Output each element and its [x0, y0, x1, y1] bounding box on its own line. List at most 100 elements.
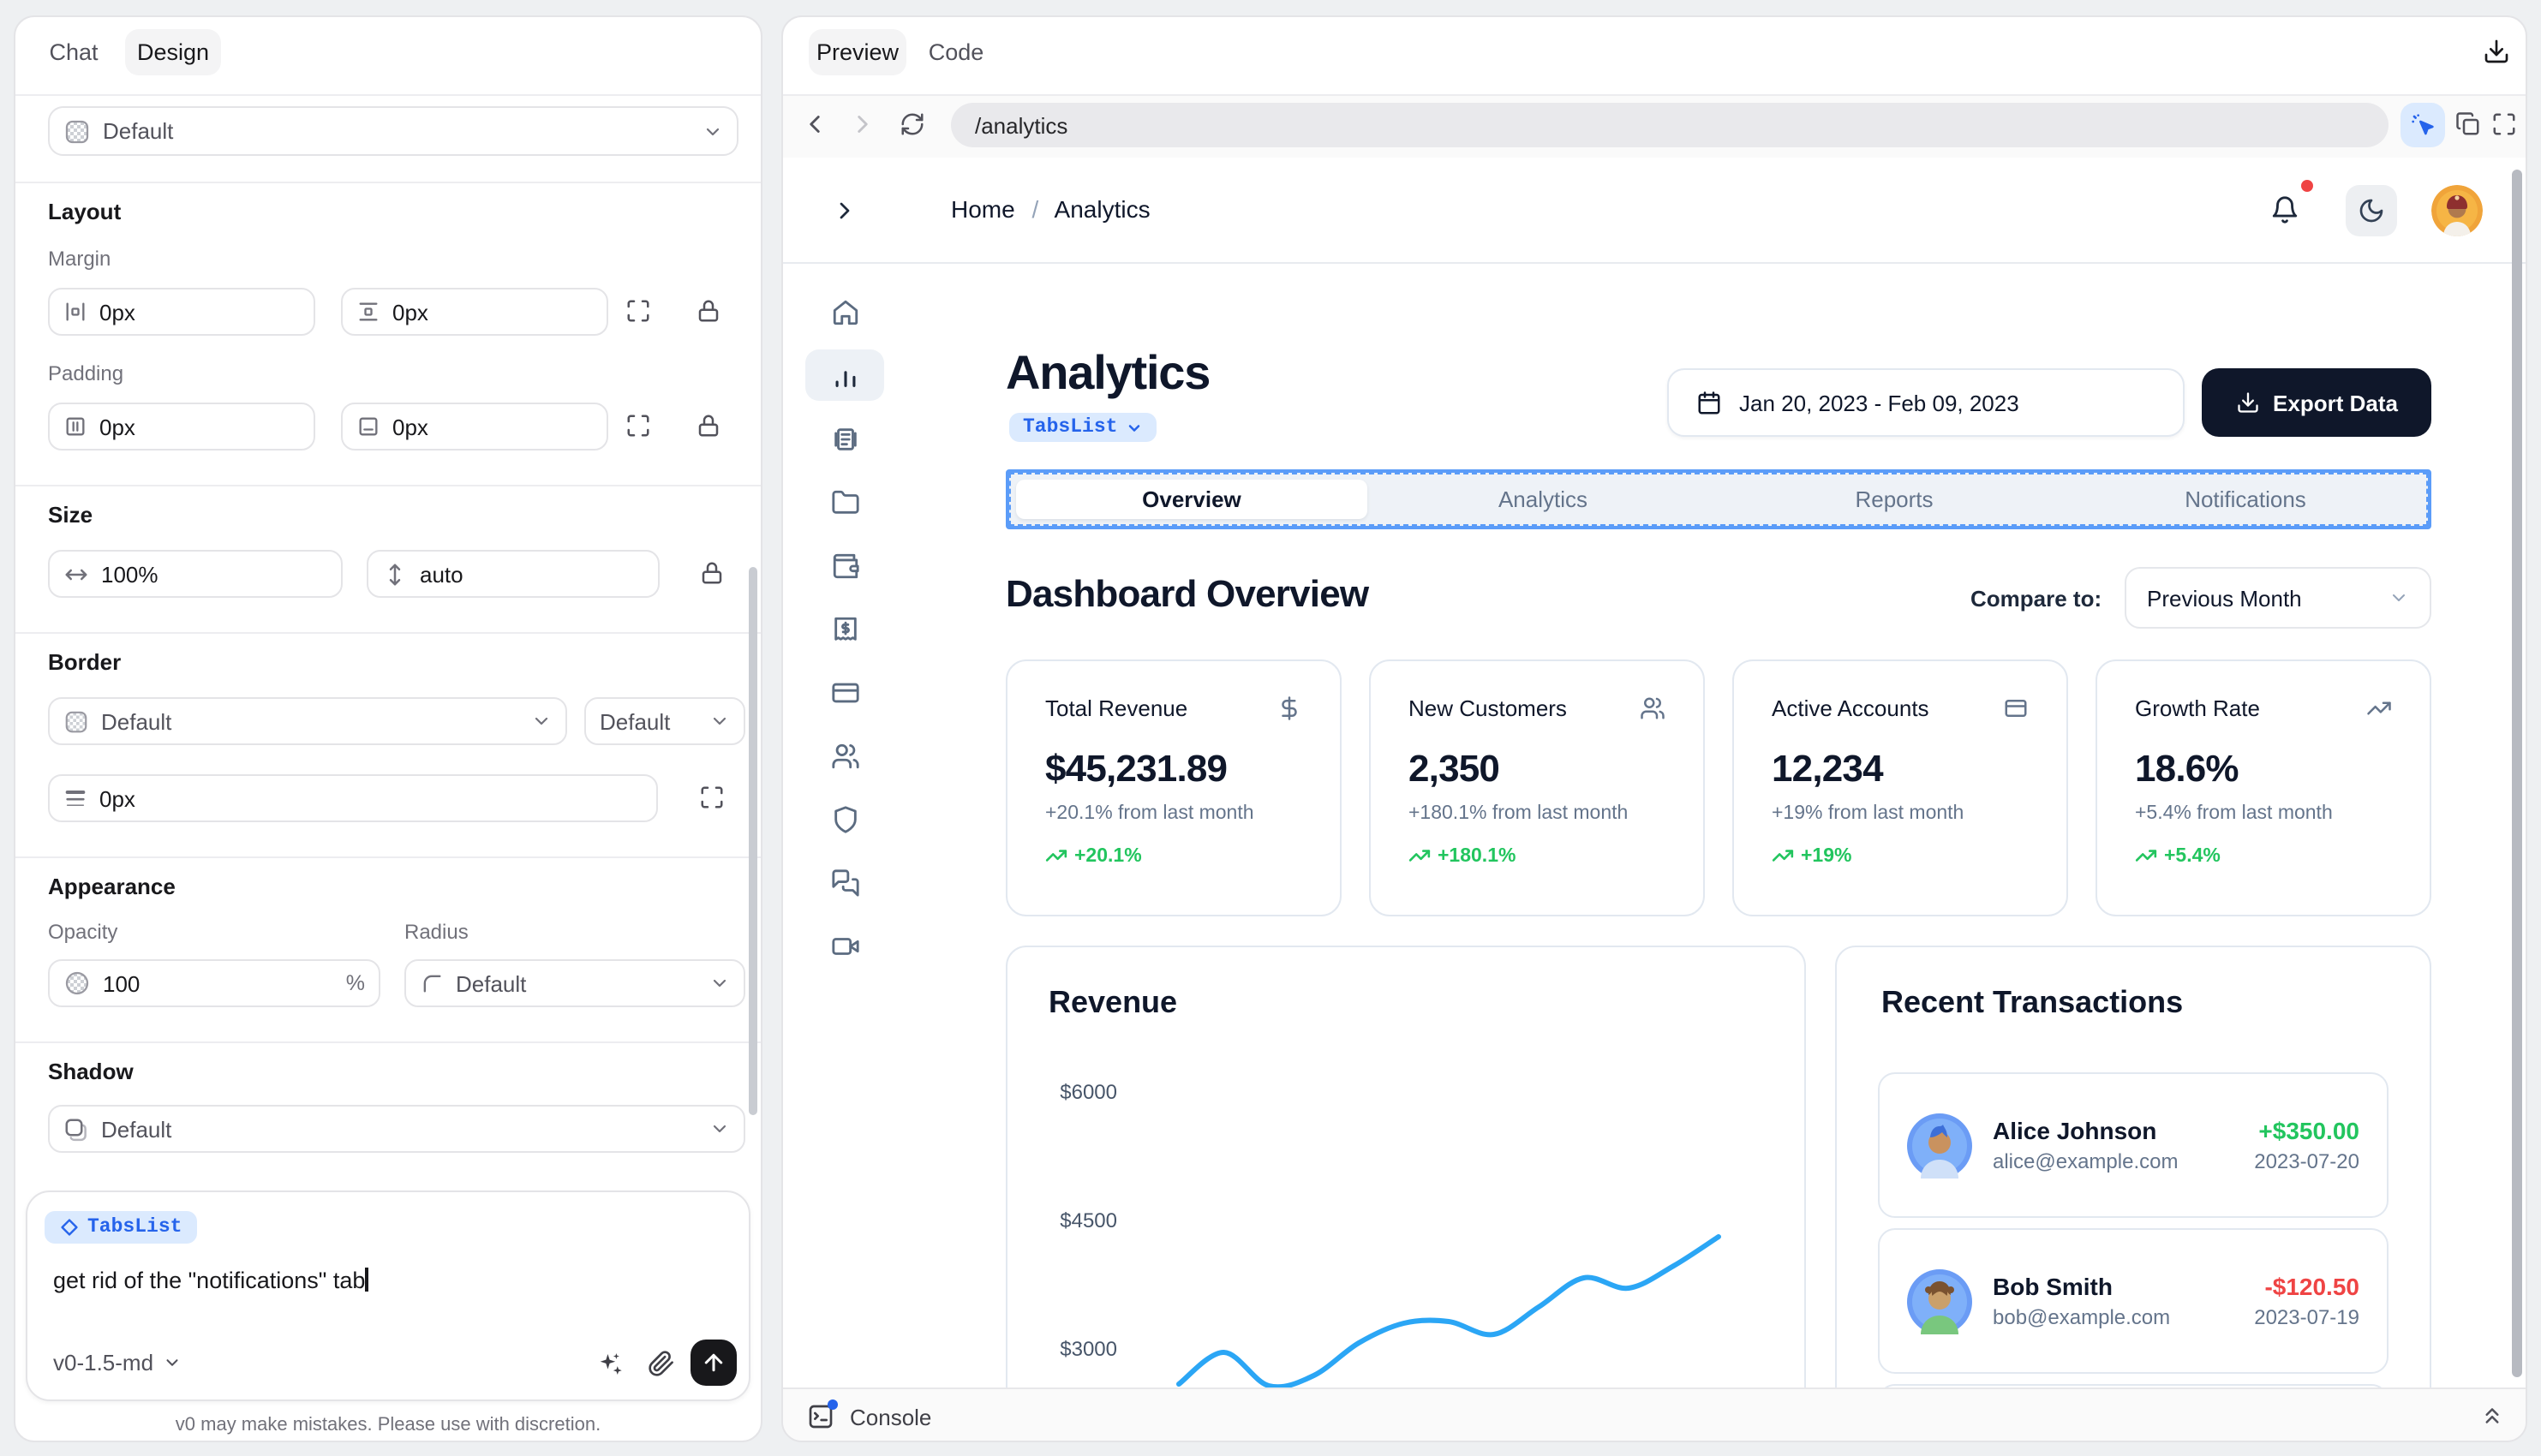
border-color-select[interactable]: Default [48, 697, 567, 745]
nav-security-icon[interactable] [805, 793, 884, 844]
tab-code[interactable]: Code [920, 29, 992, 75]
prompt-composer[interactable]: TabsList get rid of the "notifications" … [26, 1190, 750, 1401]
nav-users-icon[interactable] [805, 730, 884, 781]
margin-y-input[interactable]: 0px [341, 288, 608, 336]
tab-analytics[interactable]: Analytics [1367, 480, 1719, 519]
tab-design[interactable]: Design [125, 29, 221, 75]
border-expand-icon[interactable] [699, 785, 725, 810]
sidebar-toggle-button[interactable] [831, 197, 858, 224]
radius-label: Radius [404, 920, 469, 944]
svg-text:$4500: $4500 [1060, 1209, 1117, 1232]
tab-design-label: Design [136, 39, 210, 65]
nav-wallet-icon[interactable] [805, 540, 884, 591]
notifications-button[interactable] [2270, 195, 2299, 224]
context-chip-tabslist[interactable]: TabsList [45, 1211, 198, 1244]
opacity-unit: % [345, 971, 365, 995]
attach-file-button[interactable] [648, 1350, 675, 1377]
calendar-icon [1696, 390, 1722, 415]
margin-lock-icon[interactable] [696, 298, 721, 324]
send-button[interactable] [691, 1340, 737, 1386]
transaction-row-alice[interactable]: Alice Johnson alice@example.com +$350.00… [1878, 1072, 2389, 1218]
forward-button[interactable] [848, 110, 877, 139]
padding-lock-icon[interactable] [696, 413, 721, 439]
stat-card-total-revenue[interactable]: Total Revenue $45,231.89 +20.1% from las… [1006, 659, 1342, 916]
stat-sub: +20.1% from last month [1045, 803, 1254, 824]
export-data-button[interactable]: Export Data [2202, 368, 2431, 437]
prompt-input[interactable]: get rid of the "notifications" tab [53, 1268, 368, 1293]
stat-value: $45,231.89 [1045, 747, 1228, 790]
tab-overview[interactable]: Overview [1016, 480, 1367, 519]
chevron-down-icon [709, 711, 730, 731]
padding-y-input[interactable]: 0px [341, 403, 608, 451]
selected-component-chip[interactable]: TabsList [1009, 413, 1157, 442]
border-width-input[interactable]: 0px [48, 774, 658, 822]
fullscreen-button[interactable] [2491, 111, 2517, 137]
tab-preview[interactable]: Preview [809, 29, 906, 75]
select-element-button[interactable] [2400, 103, 2445, 147]
refresh-button[interactable] [900, 111, 925, 137]
url-bar[interactable]: /analytics [951, 103, 2389, 147]
chevron-left-icon [800, 110, 829, 139]
stat-card-growth-rate[interactable]: Growth Rate 18.6% +5.4% from last month … [2096, 659, 2431, 916]
border-width-value: 0px [99, 785, 135, 811]
radius-select[interactable]: Default [404, 959, 745, 1007]
tab-chat[interactable]: Chat [36, 29, 111, 75]
chevron-down-icon [2389, 588, 2409, 608]
chevron-down-icon [162, 1353, 181, 1372]
opacity-input[interactable]: 100 % [48, 959, 380, 1007]
trending-up-icon [1772, 844, 1794, 867]
shadow-select[interactable]: Default [48, 1105, 745, 1153]
enhance-prompt-button[interactable] [596, 1350, 625, 1379]
date-range-picker[interactable]: Jan 20, 2023 - Feb 09, 2023 [1667, 368, 2185, 437]
svg-text:$3000: $3000 [1060, 1338, 1117, 1361]
border-style-select[interactable]: Default [584, 697, 745, 745]
nav-home-icon[interactable] [805, 286, 884, 337]
tab-reports[interactable]: Reports [1719, 480, 2070, 519]
breadcrumb-home[interactable]: Home [951, 195, 1015, 223]
stat-card-new-customers[interactable]: New Customers 2,350 +180.1% from last mo… [1369, 659, 1705, 916]
console-bar[interactable]: Console [783, 1387, 2526, 1441]
date-range-value: Jan 20, 2023 - Feb 09, 2023 [1739, 390, 2019, 415]
transaction-email: bob@example.com [1993, 1305, 2171, 1329]
nav-receipts-icon[interactable] [805, 603, 884, 654]
preview-scrollbar[interactable] [2512, 170, 2522, 1377]
padding-x-input[interactable]: 0px [48, 403, 315, 451]
back-button[interactable] [800, 110, 829, 139]
nav-messages-icon[interactable] [805, 856, 884, 908]
nav-analytics-icon[interactable] [805, 349, 884, 401]
model-name: v0-1.5-md [53, 1350, 154, 1375]
nav-cards-icon[interactable] [805, 666, 884, 718]
size-lock-icon[interactable] [699, 560, 725, 586]
dashboard-main: Analytics TabsList Jan 20, 2023 - Feb 09… [1006, 264, 2431, 1387]
padding-expand-icon[interactable] [625, 413, 651, 439]
stat-card-active-accounts[interactable]: Active Accounts 12,234 +19% from last mo… [1732, 659, 2068, 916]
stat-title: Total Revenue [1045, 695, 1188, 721]
size-section-title: Size [48, 502, 93, 528]
design-sidebar-panel: Chat Design Default Layout Margin 0px 0p… [14, 15, 762, 1442]
dashboard-nav-rail [805, 286, 884, 971]
sidebar-scrollbar[interactable] [749, 567, 757, 1115]
user-avatar[interactable] [2431, 185, 2483, 236]
style-preset-select[interactable]: Default [48, 106, 738, 156]
trending-up-icon [1408, 844, 1431, 867]
console-expand-button[interactable] [2479, 1403, 2505, 1429]
download-button[interactable] [2483, 38, 2510, 65]
margin-x-input[interactable]: 0px [48, 288, 315, 336]
dark-mode-toggle[interactable] [2346, 185, 2397, 236]
tab-notifications[interactable]: Notifications [2070, 480, 2421, 519]
nav-invoices-icon[interactable] [805, 413, 884, 464]
model-selector[interactable]: v0-1.5-md [53, 1350, 181, 1375]
width-input[interactable]: 100% [48, 550, 343, 598]
height-input[interactable]: auto [367, 550, 660, 598]
nav-files-icon[interactable] [805, 476, 884, 528]
opacity-label: Opacity [48, 920, 118, 944]
arrow-vertical-icon [382, 561, 408, 587]
margin-expand-icon[interactable] [625, 298, 651, 324]
compare-select[interactable]: Previous Month [2125, 567, 2431, 629]
breadcrumb-current: Analytics [1054, 195, 1151, 223]
transaction-row-bob[interactable]: Bob Smith bob@example.com -$120.50 2023-… [1878, 1228, 2389, 1374]
opacity-checkered-circle-icon [63, 970, 91, 997]
copy-frame-button[interactable] [2455, 111, 2481, 137]
nav-video-icon[interactable] [805, 920, 884, 971]
revenue-chart-title: Revenue [1049, 985, 1178, 1019]
